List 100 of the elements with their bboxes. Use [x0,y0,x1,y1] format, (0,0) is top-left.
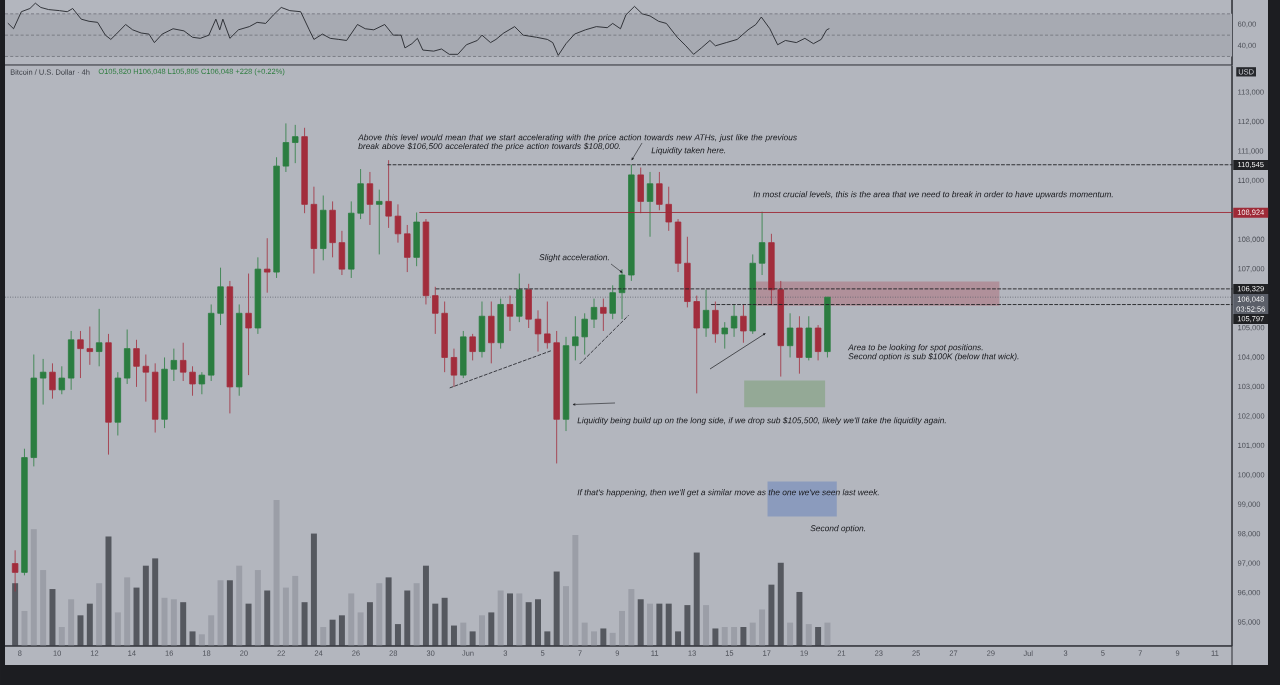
candlestick [721,321,728,350]
candlestick [357,168,364,220]
bar [114,612,121,646]
candlestick [413,212,420,267]
bar [77,615,84,646]
bar [273,499,280,646]
candlestick [58,365,66,395]
candlestick [273,156,280,279]
bar [422,565,429,646]
bar [236,565,243,646]
candlestick [67,330,75,391]
bar [572,535,579,646]
annotation: Second option. [810,525,866,533]
candlestick [712,301,719,344]
bar [348,593,355,646]
candlestick [628,164,635,282]
annotation: If that's happening, then we'll get a similar move as the one we've seen last week. [577,489,879,497]
bar [488,612,495,646]
candlestick [394,203,402,244]
candlestick [590,298,598,329]
candlestick [646,171,654,238]
bar [535,599,541,646]
bar [460,622,467,646]
candlestick [525,283,532,329]
candlestick [684,236,691,308]
bar [226,580,233,646]
bar [292,575,299,646]
bar [563,586,569,646]
bar [366,602,373,646]
candlestick [768,233,775,305]
bar [721,627,728,646]
candlestick [77,330,84,379]
bar [581,622,588,646]
bar [749,622,756,646]
bar [777,562,784,646]
bar [180,602,187,646]
bar [68,599,75,646]
candlestick [581,312,588,355]
bar [12,583,19,646]
bar [684,605,691,646]
bar [40,570,47,646]
annotation: Liquidity taken here. [651,147,726,155]
candlestick [749,254,756,335]
bar [759,609,766,646]
candlestick [740,304,747,344]
bar [21,610,28,646]
candlestick [422,218,430,305]
candlestick [600,298,607,332]
candlestick [609,284,616,320]
bar [805,624,812,646]
bar [320,627,327,646]
candlestick [432,286,439,335]
bar [170,599,177,646]
bar [189,631,196,646]
bar [142,565,149,646]
bar [385,577,392,646]
bar [516,593,523,646]
candlestick [39,358,47,405]
candlestick [469,333,476,361]
candlestick [786,312,794,358]
candlestick [460,330,467,379]
bar [198,634,205,646]
bar [413,583,420,646]
candlestick [21,448,28,576]
bar [815,627,822,646]
bar [432,603,439,646]
bar [254,570,261,646]
bar [600,628,607,646]
candlestick [796,315,803,375]
bar [665,603,672,646]
candlestick [777,280,784,377]
bar [768,584,775,646]
bar [217,580,224,646]
candlestick [161,357,168,429]
bar [553,571,560,646]
bar [310,533,317,646]
candlestick [730,304,738,338]
candlestick [123,329,131,385]
bar [208,615,215,646]
bar [609,632,616,646]
bar [441,597,448,646]
candlestick [236,304,243,397]
candlestick [693,295,700,394]
bar [478,615,485,646]
bar [703,605,710,646]
candlestick [301,127,308,214]
candlestick [702,289,710,338]
bar [469,631,476,646]
bar [656,603,663,646]
candlestick [133,339,140,388]
candlestick [226,280,234,414]
bar [329,619,336,646]
annotation: In most crucial levels, this is the area that we need to break in order to have upwards momentum. [753,191,1113,199]
candlestick [245,273,252,376]
candlestick [264,237,271,294]
candlestick [338,230,346,276]
bar [637,599,644,646]
bar [675,631,682,646]
bar [245,603,252,646]
candlestick [95,308,103,367]
